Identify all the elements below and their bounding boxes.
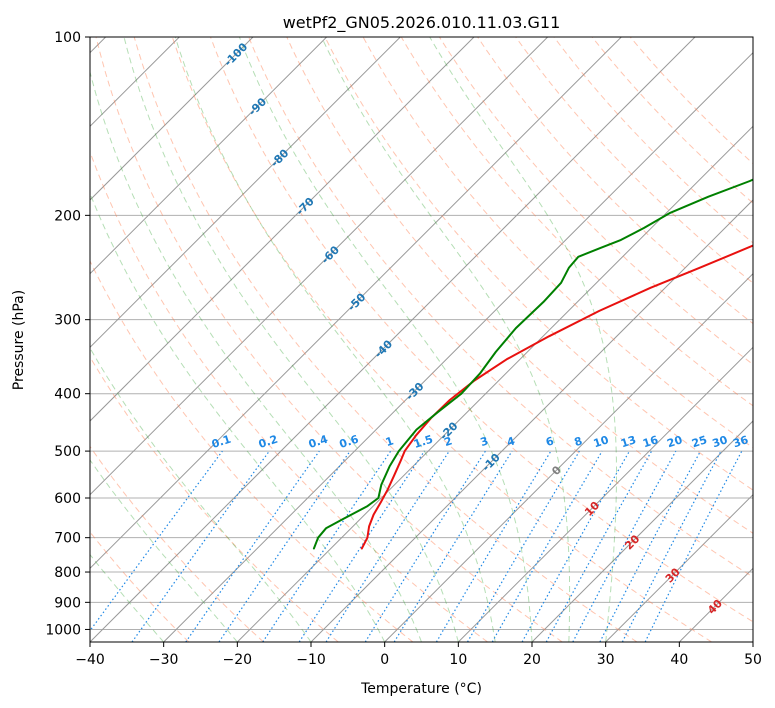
temperature-profile-line [360, 244, 753, 550]
mixing-ratio-line [262, 450, 392, 642]
mixing-ratio-line [90, 450, 223, 632]
mixing-ratio-line [185, 450, 320, 642]
mixing-ratio-line [131, 450, 270, 642]
x-tick-label: 30 [597, 652, 615, 668]
mixing-ratio-label: 25 [690, 433, 709, 450]
y-tick-label: 1000 [45, 622, 81, 638]
y-tick-label: 100 [54, 30, 81, 46]
mixing-ratio-label: 10 [592, 433, 611, 450]
skewed-isotherm [457, 346, 753, 642]
x-tick-label: 20 [523, 652, 541, 668]
plot-area-background [90, 37, 753, 642]
mixing-ratio-line [572, 450, 677, 642]
dry-adiabat [400, 37, 753, 407]
moist-adiabat [90, 553, 165, 642]
x-tick-label: 10 [449, 652, 467, 668]
mixing-ratio-label: 6 [544, 434, 556, 449]
skewed-isotherm [90, 37, 696, 642]
profile-series [312, 178, 753, 550]
dry-adiabat [209, 37, 753, 623]
mixing-ratio-line [521, 450, 631, 642]
x-tick-label: 40 [670, 652, 688, 668]
mixing-ratio-label: 8 [573, 434, 584, 449]
plot-frame [89, 36, 754, 643]
mixing-ratio-label: 1 [384, 434, 395, 449]
mixing-ratio-label: 1.5 [412, 433, 435, 451]
skewed-isotherm [384, 272, 753, 642]
skewed-isotherm [90, 37, 254, 201]
mixing-ratio-label: 0.4 [307, 432, 330, 450]
mixing-ratio-line [218, 450, 351, 642]
mixing-ratio-label: 4 [505, 434, 517, 449]
y-tick-label: 800 [54, 565, 81, 581]
skewed-isotherm [236, 125, 753, 642]
mixing-ratio-label: 13 [619, 433, 638, 450]
moist-adiabat [429, 37, 617, 642]
skewed-isotherm [90, 37, 475, 422]
skewed-isotherm [90, 37, 623, 570]
moist-adiabat [174, 37, 496, 642]
mixing-ratio-line [298, 450, 425, 642]
axes: −40 −30 −20 −10 0 10 20 30 40 5010020030040050060… [45, 30, 762, 668]
x-tick-label: 50 [744, 652, 762, 668]
dry-adiabat [90, 445, 264, 642]
x-tick-label: −10 [296, 652, 326, 668]
dry-adiabat [362, 37, 753, 449]
chart-title: wetPf2_GN05.2026.010.11.03.G11 [283, 13, 561, 33]
y-tick-label: 900 [54, 595, 81, 611]
y-tick-label: 500 [54, 444, 81, 460]
skewed-isotherm [90, 37, 328, 275]
background-lines [90, 37, 753, 642]
skewed-isotherm [90, 37, 549, 496]
mixing-ratio-label: 0.6 [338, 432, 361, 450]
y-tick-label: 700 [54, 531, 81, 547]
skewed-isotherm [163, 51, 753, 642]
mixing-ratio-label: 0.2 [257, 433, 280, 451]
y-tick-label: 300 [54, 313, 81, 329]
moist-adiabat [90, 192, 386, 642]
y-axis-title: Pressure (hPa) [11, 290, 27, 390]
skewed-isotherm [531, 420, 753, 642]
dry-adiabat [286, 37, 753, 534]
mixing-ratio-label: 2 [443, 434, 454, 449]
skewed-isotherm [90, 37, 402, 349]
mixing-ratio-line [545, 450, 653, 642]
moist-adiabat [123, 37, 459, 642]
y-tick-label: 200 [54, 208, 81, 224]
x-tick-label: 0 [380, 652, 389, 668]
skewed-isotherm [605, 493, 753, 642]
moist-adiabat [90, 70, 422, 642]
x-tick-label: −20 [223, 652, 253, 668]
moist-adiabat [90, 459, 238, 642]
dry-adiabat [248, 37, 753, 578]
y-tick-label: 600 [54, 491, 81, 507]
dry-adiabat [90, 356, 339, 642]
x-tick-label: −40 [75, 652, 105, 668]
mixing-ratio-label: 16 [641, 433, 660, 450]
dry-adiabat [133, 37, 638, 642]
moist-adiabat [90, 347, 312, 642]
moist-adiabat [238, 37, 533, 642]
mixing-ratio-label: 3 [479, 434, 490, 449]
mixing-ratio-line [393, 450, 513, 642]
dry-adiabat [324, 37, 753, 491]
y-tick-label: 400 [54, 387, 81, 403]
mixing-ratio-label: 20 [665, 433, 684, 450]
mixing-ratio-line [644, 450, 743, 642]
dewpoint-profile-line [312, 178, 753, 550]
mixing-ratio-label: 30 [711, 433, 730, 450]
dry-adiabat [90, 150, 488, 642]
mixing-ratio-line [325, 450, 450, 642]
mixing-ratio-label: 36 [731, 433, 750, 450]
x-tick-label: −30 [149, 652, 179, 668]
dry-adiabat [171, 37, 712, 642]
skewed-isotherm [310, 199, 753, 642]
x-axis-title: Temperature (°C) [360, 681, 482, 697]
dry-adiabat [95, 37, 563, 642]
mixing-ratio-label: 0.1 [210, 433, 233, 451]
dry-adiabat [438, 37, 753, 366]
